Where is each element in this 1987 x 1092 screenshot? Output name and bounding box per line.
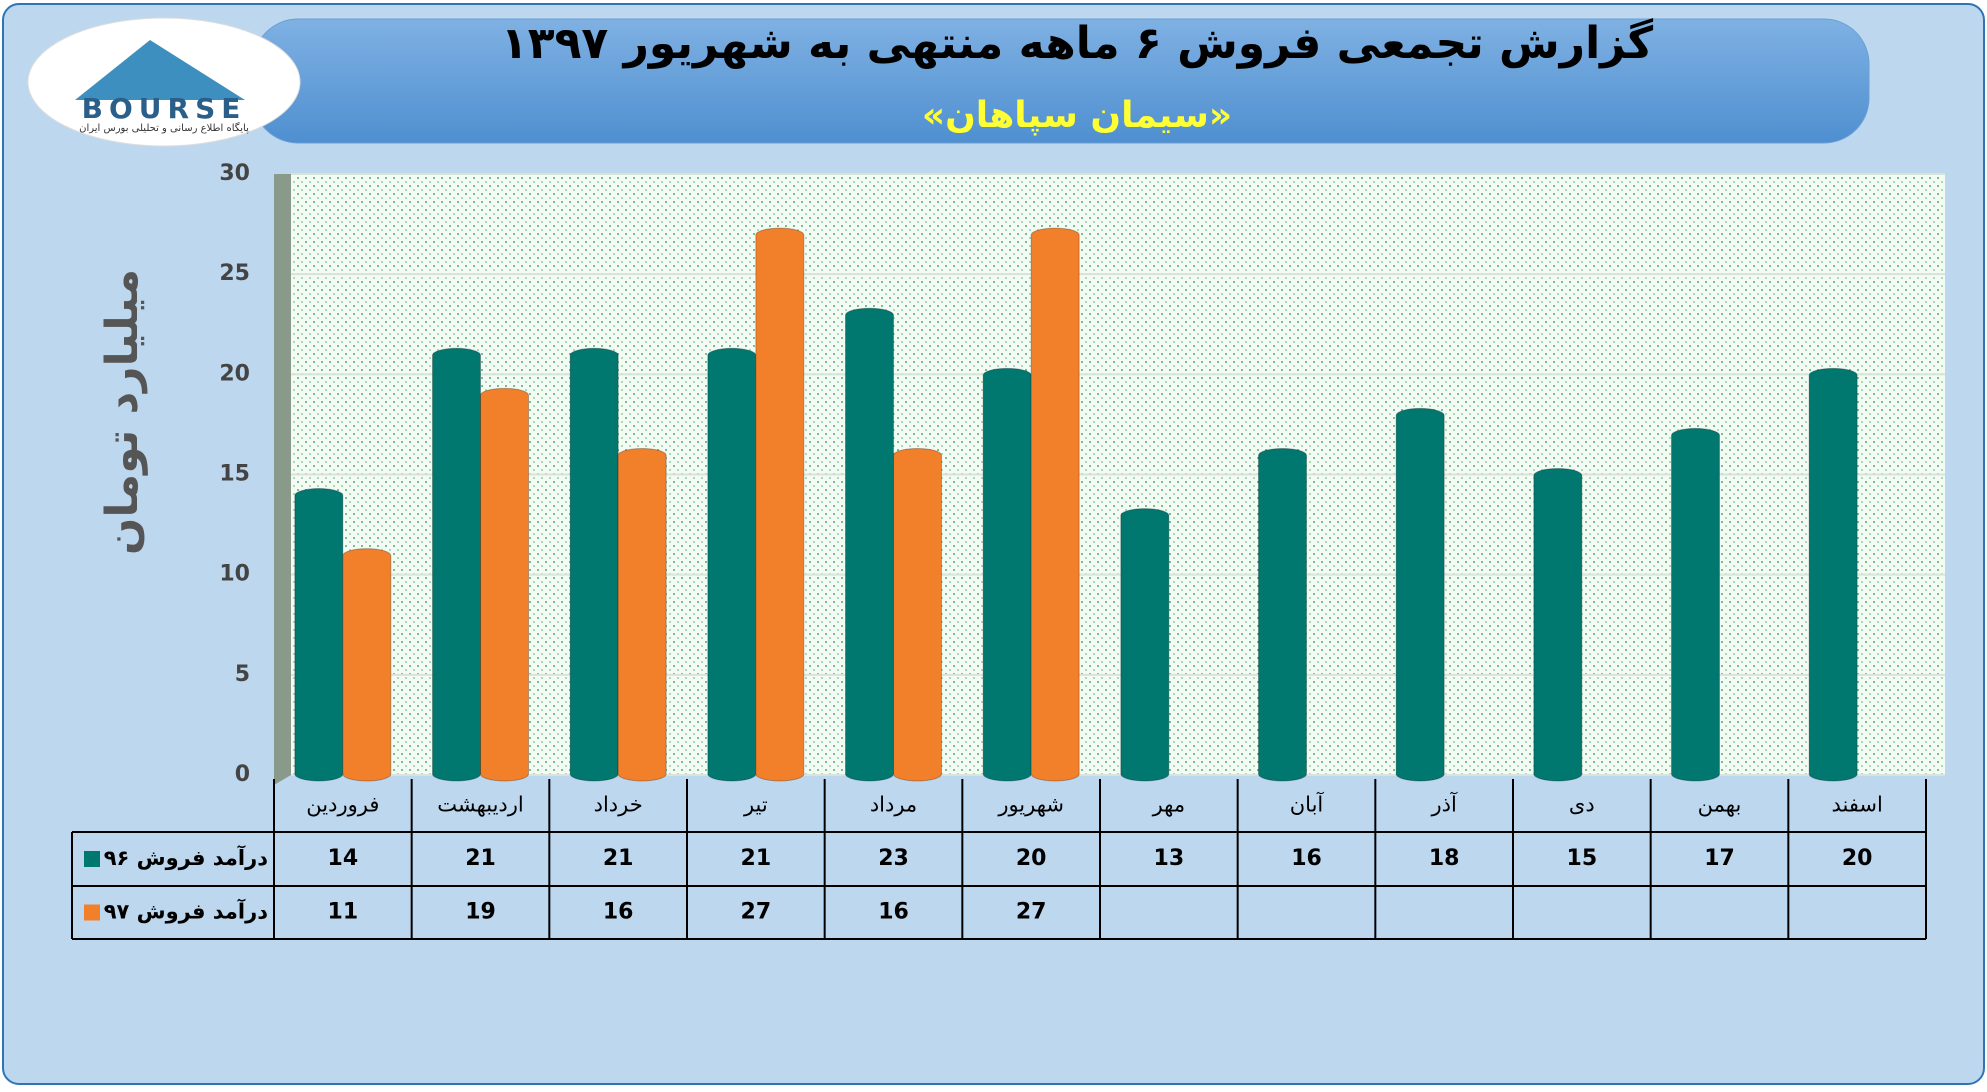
y-tick-label: 25 [219, 261, 250, 286]
bar [1258, 447, 1307, 782]
x-tick-label: آبان [1290, 792, 1325, 817]
y-axis-label: میلیارد تومان [97, 269, 148, 555]
legend-label: درآمد فروش ۹۶ [104, 845, 269, 870]
bar [617, 447, 667, 782]
table-value: 13 [1154, 846, 1185, 871]
table-value: 15 [1567, 846, 1598, 871]
bar [480, 387, 529, 782]
bar [1808, 367, 1858, 782]
x-tick-label: مهر [1152, 793, 1186, 817]
bar [707, 347, 757, 782]
table-value: 14 [328, 846, 359, 871]
table-value: 21 [603, 846, 634, 871]
y-tick-label: 15 [219, 462, 250, 487]
table-value: 16 [603, 900, 634, 925]
bar [1671, 427, 1720, 782]
table-value: 20 [1842, 846, 1873, 871]
table-value: 17 [1704, 846, 1735, 871]
y-tick-label: 20 [219, 361, 250, 386]
table-value: 21 [741, 846, 772, 871]
bar [755, 227, 805, 782]
bar [982, 367, 1032, 782]
x-tick-label: شهریور [997, 793, 1064, 817]
bar [1030, 227, 1080, 782]
bar [1120, 508, 1170, 782]
x-tick-label: بهمن [1698, 793, 1742, 817]
x-tick-label: اسفند [1831, 793, 1882, 817]
legend-swatch [84, 851, 100, 867]
logo-shape [75, 40, 245, 100]
x-tick-label: اردیبهشت [437, 793, 524, 817]
logo: BOURSE پایگاه اطلاع رسانی و تحلیلی بورس … [27, 17, 301, 147]
chart-title: گزارش تجمعی فروش ۶ ماهه منتهی به شهریور … [501, 17, 1654, 69]
y-tick-label: 5 [235, 662, 250, 687]
bar [569, 347, 619, 782]
table-value: 18 [1429, 846, 1460, 871]
bar [1533, 468, 1583, 782]
bar [1395, 407, 1445, 782]
chart-subtitle: «سیمان سپاهان» [922, 95, 1232, 136]
table-value: 19 [465, 900, 496, 925]
table-value: 23 [878, 846, 909, 871]
x-tick-label: آذر [1431, 792, 1458, 817]
bar [342, 548, 392, 782]
plot-wall [274, 174, 291, 785]
x-tick-label: خرداد [594, 793, 643, 817]
table-value: 21 [465, 846, 496, 871]
table-value: 16 [878, 900, 909, 925]
y-tick-label: 30 [219, 161, 250, 186]
logo-tagline: پایگاه اطلاع رسانی و تحلیلی بورس ایران [79, 122, 249, 134]
bar [845, 307, 894, 782]
table-value: 16 [1291, 846, 1322, 871]
x-tick-label: فروردین [306, 793, 379, 817]
x-tick-label: مرداد [870, 793, 917, 817]
legend-swatch [84, 904, 100, 921]
bar [432, 347, 481, 782]
logo-text: BOURSE [82, 92, 247, 125]
x-tick-label: دی [1569, 793, 1595, 817]
y-tick-label: 0 [235, 762, 250, 787]
x-tick-label: تیر [743, 793, 768, 817]
y-tick-label: 10 [219, 562, 250, 587]
legend-label: درآمد فروش ۹۷ [104, 899, 269, 924]
bar [294, 488, 344, 782]
table-value: 27 [1016, 900, 1047, 925]
table-value: 11 [328, 900, 359, 925]
bar [893, 447, 942, 782]
table-value: 20 [1016, 846, 1047, 871]
table-value: 27 [741, 900, 772, 925]
